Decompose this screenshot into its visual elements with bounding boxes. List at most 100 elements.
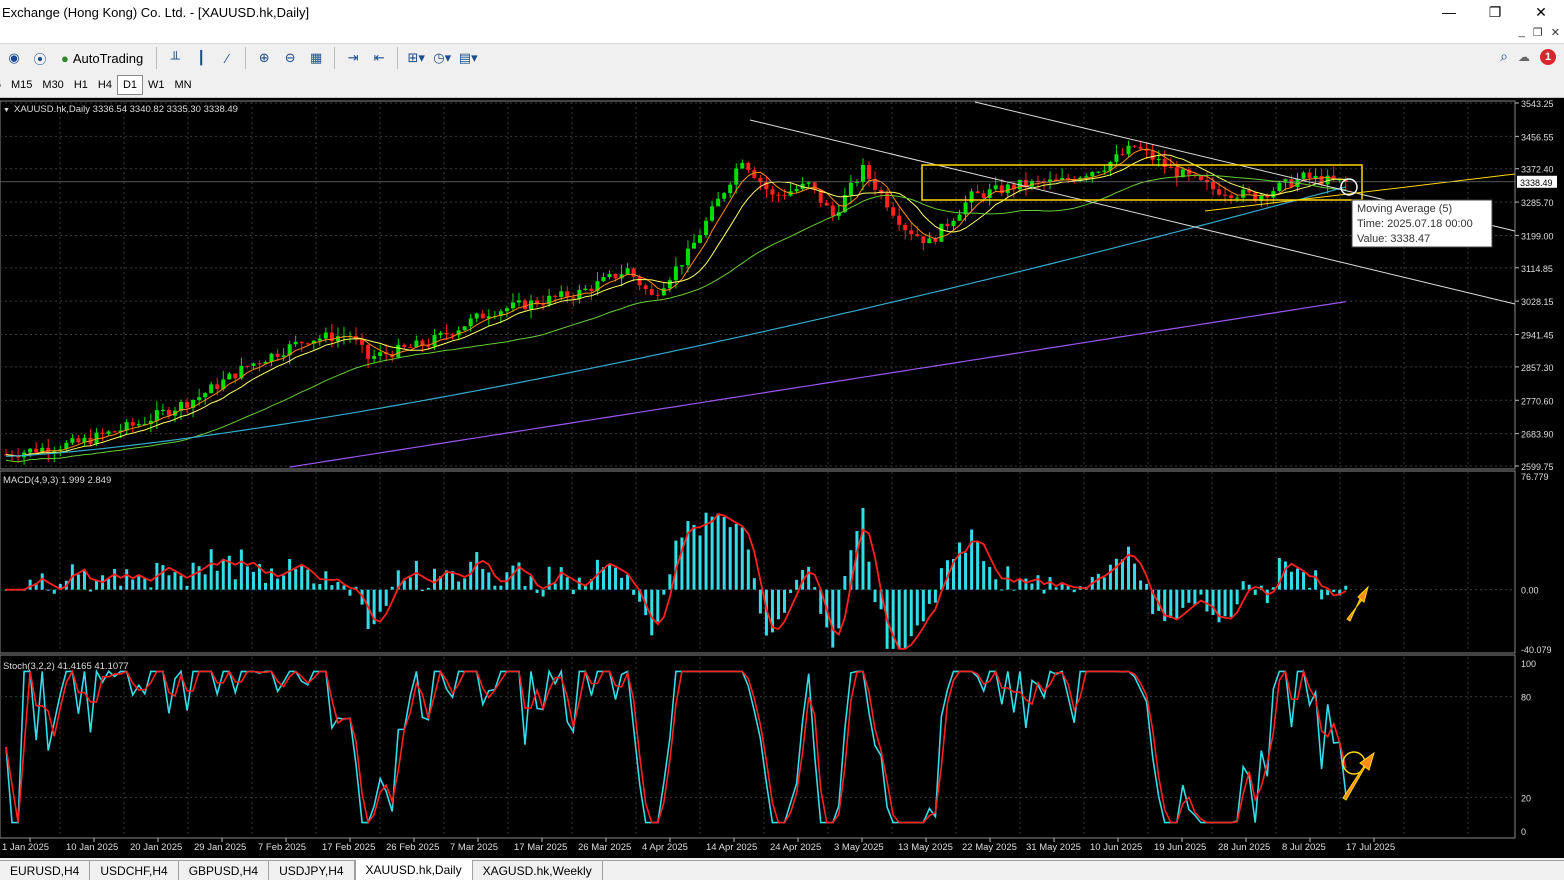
candle-body bbox=[281, 355, 286, 357]
candle-body bbox=[559, 291, 564, 297]
chat-icon[interactable]: ☁ bbox=[1518, 49, 1530, 64]
macd-bar bbox=[867, 561, 871, 590]
mdi-close-icon[interactable]: ✕ bbox=[1550, 27, 1560, 39]
periods-icon[interactable]: ◷▾ bbox=[433, 50, 452, 65]
candle-body bbox=[438, 332, 443, 336]
signals-icon[interactable]: ⦿ bbox=[33, 51, 47, 67]
stoch-header: Stoch(3,2,2) 41.4165 41.1077 bbox=[3, 661, 129, 672]
indicators-icon[interactable]: ⊞▾ bbox=[407, 50, 425, 65]
mdi-restore-icon[interactable]: ❐ bbox=[1532, 27, 1543, 39]
macd-bar bbox=[1277, 558, 1281, 590]
macd-bar bbox=[119, 585, 123, 590]
minimize-button[interactable]: — bbox=[1442, 4, 1456, 20]
macd-bar bbox=[1211, 589, 1215, 615]
timeframe-m30[interactable]: M30 bbox=[42, 78, 64, 91]
macd-bar bbox=[951, 558, 955, 590]
mdi-minimize-icon[interactable]: _ bbox=[1518, 26, 1525, 38]
macd-bar bbox=[698, 535, 702, 590]
candle-body bbox=[776, 194, 781, 196]
market-watch-icon[interactable]: ◉ bbox=[8, 50, 20, 65]
timeframe-h1[interactable]: H1 bbox=[73, 78, 88, 91]
chart-tab[interactable]: GBPUSD,H4 bbox=[179, 861, 270, 880]
price-chart[interactable]: 3543.25 3456.55 3372.40 3285.70 3199.00 3114.… bbox=[0, 98, 1564, 858]
search-icon[interactable]: ⌕ bbox=[1500, 48, 1508, 64]
zoom-in-icon[interactable]: ⊕ bbox=[258, 50, 270, 65]
candle-body bbox=[529, 300, 534, 310]
candle-body bbox=[637, 276, 642, 286]
timeframe-m15[interactable]: M15 bbox=[11, 78, 33, 91]
candlestick-icon[interactable]: ┃ bbox=[197, 50, 206, 65]
autotrading-button[interactable]: ● AutoTrading bbox=[54, 46, 150, 70]
macd-bar bbox=[149, 587, 153, 590]
ma-10-line bbox=[5, 154, 1346, 457]
macd-bar bbox=[463, 578, 467, 590]
chart-tab[interactable]: USDJPY,H4 bbox=[269, 861, 355, 880]
autoscroll-icon[interactable]: ⇤ bbox=[373, 50, 385, 65]
restore-button[interactable]: ❐ bbox=[1488, 3, 1502, 20]
macd-bar bbox=[282, 575, 286, 590]
line-chart-icon[interactable]: ∕ bbox=[226, 50, 229, 66]
candle-body bbox=[1005, 184, 1010, 194]
macd-bar bbox=[650, 589, 654, 636]
date-tick-label: 31 May 2025 bbox=[1026, 842, 1081, 853]
candle-body bbox=[46, 447, 51, 453]
templates-icon[interactable]: ▤▾ bbox=[458, 50, 478, 65]
macd-bar bbox=[915, 589, 919, 626]
candle-body bbox=[710, 206, 715, 221]
macd-bar bbox=[1120, 559, 1124, 590]
candle-body bbox=[1229, 195, 1234, 198]
date-tick-label: 10 Jan 2025 bbox=[66, 842, 118, 853]
candle-body bbox=[462, 326, 467, 331]
candle-body bbox=[704, 220, 709, 236]
candle-body bbox=[643, 285, 648, 290]
stoch-tick-label: 100 bbox=[1521, 659, 1536, 669]
consolidation-box bbox=[921, 164, 1363, 201]
macd-bar bbox=[300, 566, 304, 590]
macd-bar bbox=[813, 587, 817, 590]
macd-bar bbox=[819, 589, 823, 614]
candle-body bbox=[136, 424, 141, 426]
candle-body bbox=[1211, 182, 1215, 190]
candle-body bbox=[1319, 175, 1324, 185]
chart-tab[interactable]: EURUSD,H4 bbox=[0, 861, 91, 880]
macd-bar bbox=[1283, 561, 1287, 590]
macd-bar bbox=[909, 589, 913, 637]
macd-bar bbox=[40, 573, 44, 590]
candle-body bbox=[263, 361, 268, 364]
candle-body bbox=[185, 401, 190, 408]
close-button[interactable]: ✕ bbox=[1535, 3, 1547, 20]
zoom-out-icon[interactable]: ⊖ bbox=[284, 50, 296, 65]
candle-body bbox=[257, 363, 262, 365]
macd-bar bbox=[535, 589, 539, 593]
chart-tab[interactable]: XAGUSD.hk,Weekly bbox=[473, 861, 603, 880]
macd-bar bbox=[1265, 589, 1269, 604]
chart-tab[interactable]: USDCHF,H4 bbox=[90, 861, 179, 880]
macd-bar bbox=[396, 570, 400, 590]
timeframe-h4[interactable]: H4 bbox=[97, 78, 112, 91]
candle-body bbox=[1337, 179, 1342, 181]
timeframe-d1[interactable]: D1 bbox=[116, 74, 143, 95]
macd-bar bbox=[1205, 589, 1209, 612]
tile-windows-icon[interactable]: ▦ bbox=[310, 50, 323, 65]
candle-body bbox=[16, 456, 21, 458]
timeframe-mn[interactable]: MN bbox=[174, 78, 192, 91]
candle-body bbox=[227, 373, 232, 380]
timeframe-w1[interactable]: W1 bbox=[148, 78, 165, 91]
ma-200-line bbox=[289, 301, 1346, 468]
chart-shift-icon[interactable]: ⇥ bbox=[347, 50, 359, 65]
candle-body bbox=[1090, 172, 1095, 177]
macd-bar bbox=[601, 567, 605, 590]
candle-body bbox=[631, 268, 636, 277]
bar-chart-icon[interactable]: ╨ bbox=[170, 50, 180, 66]
macd-bar bbox=[451, 571, 455, 590]
chart-tab[interactable]: XAUUSD.hk,Daily bbox=[354, 860, 473, 880]
candle-body bbox=[516, 300, 521, 303]
macd-bar bbox=[257, 564, 261, 590]
macd-bar bbox=[668, 574, 672, 590]
candle-body bbox=[595, 281, 600, 292]
candle-body bbox=[1126, 145, 1131, 155]
notification-badge[interactable]: 1 bbox=[1540, 48, 1556, 65]
macd-bar bbox=[795, 579, 799, 590]
candle-body bbox=[867, 164, 872, 179]
timeframe-m5[interactable]: M5 bbox=[0, 75, 6, 95]
